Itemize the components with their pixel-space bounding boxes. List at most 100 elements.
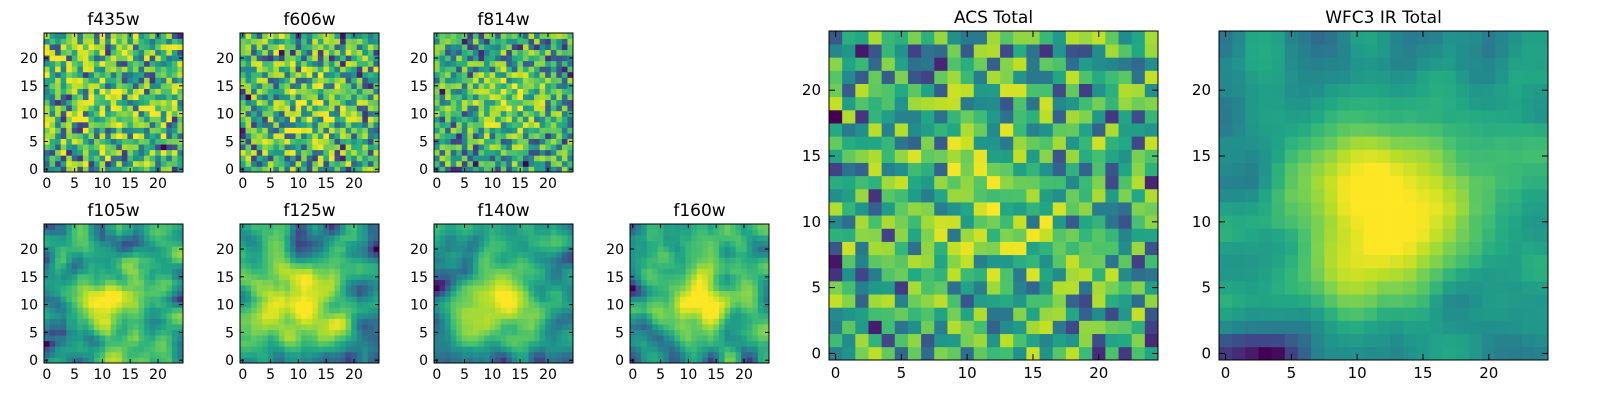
heatmap-cell [60,324,67,330]
heatmap-cell [166,240,173,247]
heatmap-cell [127,262,134,269]
heatmap-cell [267,329,274,336]
heatmap-cell [127,71,134,78]
heatmap-cell [434,257,440,264]
heatmap-cell [138,229,145,236]
heatmap-cell [351,60,358,67]
heatmap-cell [132,246,139,253]
heatmap-cell [127,285,134,292]
heatmap-cell [439,33,446,39]
heatmap-cell [934,228,948,242]
heatmap-cell [284,224,291,230]
heatmap-cell [138,290,145,297]
heatmap-cell [461,144,468,151]
heatmap-cell [522,351,529,358]
heatmap-cell [1000,267,1014,282]
heatmap-cell [680,285,686,292]
heatmap-cell [105,279,112,286]
heatmap-cell [657,351,664,358]
heatmap-cell [278,94,285,101]
heatmap-cell [691,357,698,364]
heatmap-cell [284,66,291,73]
heatmap-cell [456,166,463,173]
heatmap-cell [685,301,692,308]
heatmap-cell [105,133,112,139]
heatmap-cell [545,94,552,101]
heatmap-cell [240,262,246,269]
heatmap-cell [522,166,529,173]
heatmap-cell [550,335,557,342]
heatmap-cell [635,346,642,353]
heatmap-cell [534,77,540,84]
heatmap-cell [517,160,524,167]
heatmap-cell [166,274,173,280]
heatmap-cell [262,335,269,342]
heatmap-cell [1105,202,1119,216]
heatmap-cell [663,262,670,269]
heatmap-cell [373,60,380,67]
heatmap-cell [345,166,352,173]
heatmap-cell [1013,281,1027,295]
heatmap-cell [317,229,324,236]
heatmap-cell [60,166,67,173]
heatmap-cell [1013,228,1027,242]
heatmap-cell [478,155,485,162]
heatmap-cell [99,340,106,347]
heatmap-cell [534,357,540,364]
heatmap-cell [55,166,62,173]
heatmap-cell [641,262,648,269]
heatmap-cell [478,290,485,297]
heatmap-cell [646,262,653,269]
heatmap-cell [132,240,139,247]
heatmap-cell [478,105,485,112]
heatmap-cell [439,246,446,253]
heatmap-cell [351,71,358,78]
heatmap-cell [351,335,358,342]
heatmap-cell [323,77,330,84]
heatmap-cell [511,116,518,123]
heatmap-cell [328,121,335,128]
heatmap-cell [735,318,742,325]
heatmap-cell [351,83,358,89]
heatmap-cell [334,279,341,286]
heatmap-cell [445,83,452,89]
heatmap-cell [240,88,246,95]
heatmap-cell [450,262,457,269]
heatmap-cell [149,66,156,73]
heatmap-cell [295,88,302,95]
heatmap-cell [489,329,496,336]
heatmap-cell [696,224,703,230]
heatmap-cell [351,127,358,134]
heatmap-cell [295,340,302,347]
heatmap-cell [500,149,507,156]
heatmap-cell [1000,346,1014,361]
heatmap-cell [49,346,56,353]
heatmap-cell [528,116,535,123]
heatmap-cell [842,228,856,242]
heatmap-cell [49,229,56,236]
heatmap-cell [340,296,346,303]
heatmap-cell [522,324,529,330]
heatmap-cell [522,279,529,286]
heatmap-cell [177,257,184,264]
heatmap-cell [256,301,263,308]
heatmap-cell [132,312,139,319]
heatmap-cell [121,105,128,112]
heatmap-cell [472,133,479,139]
heatmap-cell [77,307,84,314]
heatmap-cell [450,127,457,134]
heatmap-cell [105,329,112,336]
heatmap-cell [138,155,145,162]
heatmap-cell [88,160,95,167]
heatmap-cell [267,71,274,78]
heatmap-cell [362,279,369,286]
heatmap-cell [334,110,341,117]
heatmap-cell [88,77,95,84]
heatmap-cell [439,346,446,353]
heatmap-cell [735,246,742,253]
heatmap-cell [456,144,463,151]
heatmap-cell [290,138,296,145]
heatmap-cell [88,262,95,269]
heatmap-cell [561,257,568,264]
heatmap-cell [132,329,139,336]
